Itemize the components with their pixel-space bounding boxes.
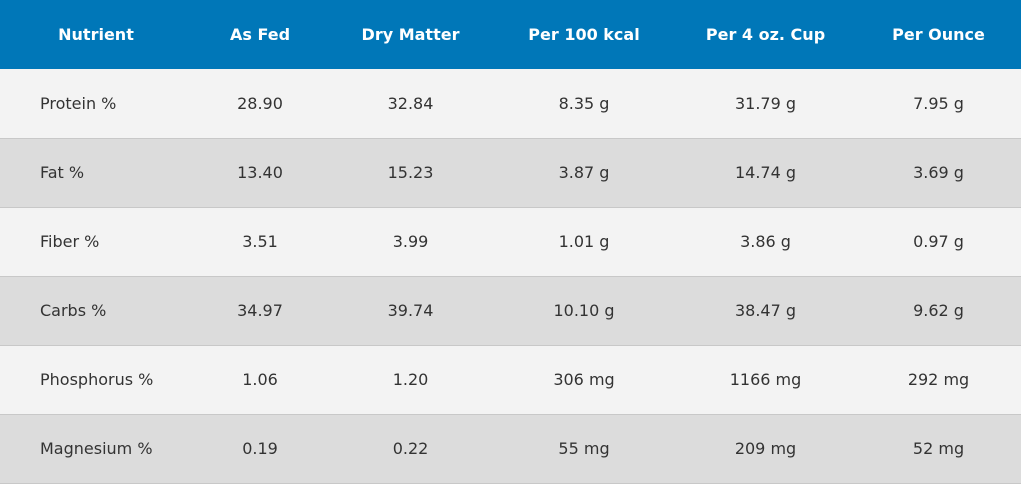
header-per-100-kcal: Per 100 kcal xyxy=(528,25,640,44)
per-100-kcal-cell: 306 mg xyxy=(553,370,615,389)
header-dry-matter: Dry Matter xyxy=(361,25,460,44)
per-ounce-cell: 52 mg xyxy=(912,439,965,458)
as-fed-cell: 34.97 xyxy=(237,301,283,320)
table-body: Protein % 28.90 32.84 8.35 g 31.79 g 7.9… xyxy=(0,69,1021,483)
per-ounce-cell: 292 mg xyxy=(907,370,970,389)
as-fed-cell: 3.51 xyxy=(242,232,278,251)
as-fed-cell: 28.90 xyxy=(237,93,283,113)
as-fed-cell: 13.40 xyxy=(237,163,283,182)
header-per-4oz-cup: Per 4 oz. Cup xyxy=(705,25,826,44)
nutrient-name-cell: Magnesium % xyxy=(40,439,153,458)
per-100-kcal-cell: 10.10 g xyxy=(553,301,615,320)
dry-matter-cell: 15.23 xyxy=(387,163,434,182)
as-fed-cell: 1.06 xyxy=(242,370,278,389)
per-4oz-cup-cell: 1166 mg xyxy=(729,370,802,389)
dry-matter-cell: 32.84 xyxy=(387,93,434,113)
per-4oz-cup-cell: 31.79 g xyxy=(734,93,797,113)
per-4oz-cup-cell: 3.86 g xyxy=(740,232,791,251)
per-ounce-cell: 3.69 g xyxy=(913,163,964,182)
per-4oz-cup-cell: 209 mg xyxy=(734,439,797,458)
table-row: Protein % 28.90 32.84 8.35 g 31.79 g 7.9… xyxy=(0,69,1021,138)
table-row: Magnesium % 0.19 0.22 55 mg 209 mg 52 mg xyxy=(0,414,1021,483)
table-row: Phosphorus % 1.06 1.20 306 mg 1166 mg 29… xyxy=(0,345,1021,414)
nutrient-name-cell: Carbs % xyxy=(40,301,107,320)
table-row: Carbs % 34.97 39.74 10.10 g 38.47 g 9.62… xyxy=(0,276,1021,345)
table-row: Fat % 13.40 15.23 3.87 g 14.74 g 3.69 g xyxy=(0,138,1021,207)
per-100-kcal-cell: 8.35 g xyxy=(558,93,610,113)
header-nutrient: Nutrient xyxy=(58,25,134,44)
per-100-kcal-cell: 55 mg xyxy=(558,439,610,458)
header-as-fed: As Fed xyxy=(229,25,291,44)
table-row: Fiber % 3.51 3.99 1.01 g 3.86 g 0.97 g xyxy=(0,207,1021,276)
header-row: Nutrient As Fed Dry Matter Per 100 kcal … xyxy=(0,0,1021,69)
per-ounce-cell: 0.97 g xyxy=(913,232,964,251)
per-100-kcal-cell: 1.01 g xyxy=(558,232,610,251)
as-fed-cell: 0.19 xyxy=(242,439,278,458)
nutrient-name-cell: Fiber % xyxy=(40,232,100,251)
dry-matter-cell: 3.99 xyxy=(392,232,429,251)
dry-matter-cell: 39.74 xyxy=(387,301,434,320)
nutrient-name-cell: Phosphorus % xyxy=(40,370,154,389)
nutrient-name-cell: Fat % xyxy=(40,163,85,182)
nutrient-name-cell: Protein % xyxy=(40,93,117,113)
per-100-kcal-cell: 3.87 g xyxy=(558,163,610,182)
per-ounce-cell: 9.62 g xyxy=(913,301,964,320)
table-header: Nutrient As Fed Dry Matter Per 100 kcal … xyxy=(0,0,1021,69)
per-4oz-cup-cell: 14.74 g xyxy=(734,163,797,182)
dry-matter-cell: 1.20 xyxy=(392,370,429,389)
per-ounce-cell: 7.95 g xyxy=(913,93,964,113)
header-per-ounce: Per Ounce xyxy=(892,25,985,44)
per-4oz-cup-cell: 38.47 g xyxy=(734,301,797,320)
dry-matter-cell: 0.22 xyxy=(392,439,429,458)
